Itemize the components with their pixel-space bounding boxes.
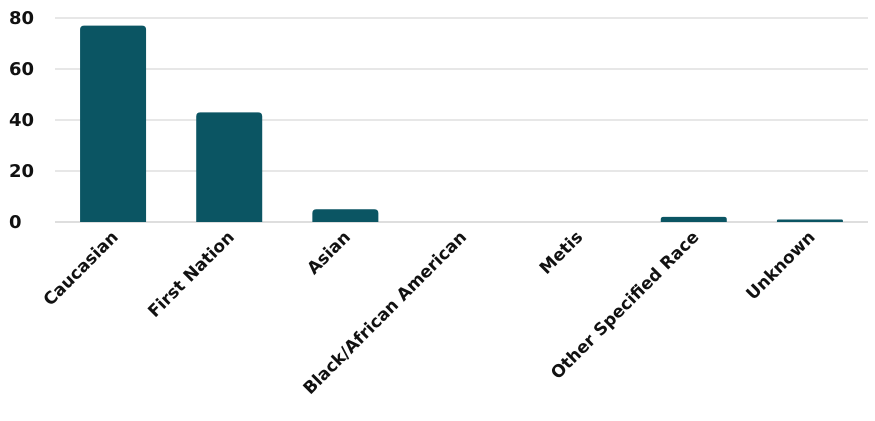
x-tick-label: First Nation [144,227,238,321]
y-tick-label: 0 [9,212,22,233]
bar-asian [312,209,379,222]
x-tick-label: Unknown [743,227,820,304]
bar-unknown [776,219,843,222]
bar-caucasian [80,25,147,223]
y-tick-label: 80 [9,8,34,29]
x-tick-label: Caucasian [40,227,123,310]
gridlines [55,17,868,223]
bar-first-nation [196,112,263,222]
bar-other-specified-race [660,216,727,222]
y-tick-label: 20 [9,161,34,182]
x-tick-label: Metis [536,227,587,278]
y-axis: 0 20 40 60 80 [9,8,34,233]
x-axis: Caucasian First Nation AsianBlack/African … [40,227,820,398]
y-tick-label: 40 [9,110,34,131]
y-tick-label: 60 [9,59,34,80]
bars [80,25,843,223]
x-tick-label: Asian [303,227,354,278]
